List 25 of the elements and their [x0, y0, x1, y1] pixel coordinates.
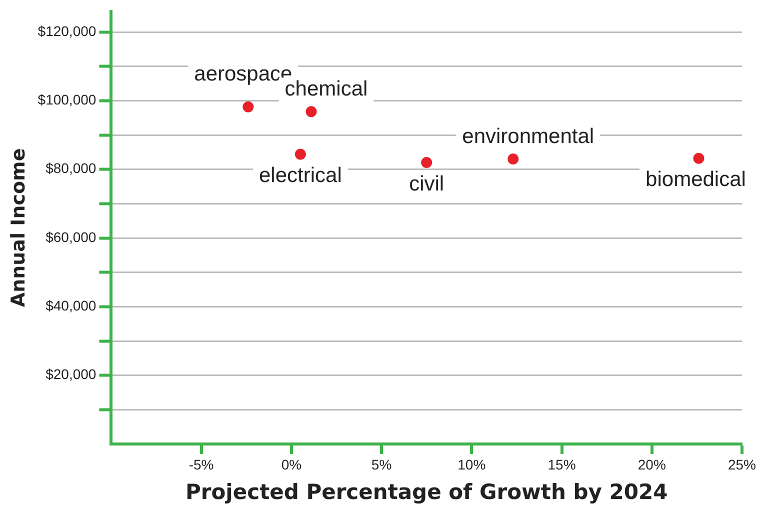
- y-axis-title: Annual Income: [7, 148, 30, 308]
- y-tick-label: $100,000: [38, 92, 96, 108]
- point: [693, 152, 704, 164]
- x-tick-label: 10%: [458, 456, 486, 472]
- y-tick-label: $60,000: [46, 228, 96, 245]
- y-tick-label: $80,000: [46, 160, 96, 176]
- x-tick-label: 5%: [371, 456, 392, 472]
- y-tick-label: $40,000: [46, 298, 96, 314]
- x-axis-title: Projected Percentage of Growth by 2024: [185, 480, 668, 504]
- point: [306, 106, 317, 118]
- x-tick-label: 15%: [548, 456, 576, 472]
- y-tick-label: $120,000: [38, 22, 96, 39]
- annotation: environmental: [462, 124, 594, 148]
- annotation: biomedical: [646, 168, 746, 192]
- point: [242, 101, 254, 112]
- y-tick-label: $20,000: [46, 366, 96, 382]
- annotation: civil: [409, 172, 444, 196]
- point: [508, 154, 519, 165]
- x-tick-label: -5%: [188, 456, 214, 472]
- annotation: electrical: [258, 164, 342, 188]
- x-tick-label: 0%: [281, 456, 302, 472]
- point: [421, 156, 432, 168]
- x-tick-label: 25%: [728, 456, 756, 472]
- x-tick-label: 20%: [638, 456, 666, 472]
- point: [294, 148, 306, 160]
